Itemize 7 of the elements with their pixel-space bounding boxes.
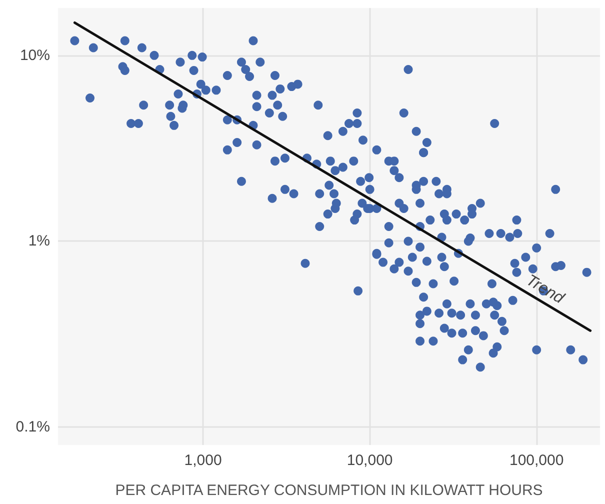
y-tick-label: 1% [28,232,50,250]
x-tick-label: 100,000 [509,452,564,469]
x-tick-label: 1,000 [184,452,222,469]
x-tick-label: 10,000 [346,452,393,469]
x-axis-title: PER CAPITA ENERGY CONSUMPTION IN KILOWATT HOURS [115,482,543,499]
y-tick-label: 10% [20,46,50,64]
y-tick-label: 0.1% [16,418,50,436]
